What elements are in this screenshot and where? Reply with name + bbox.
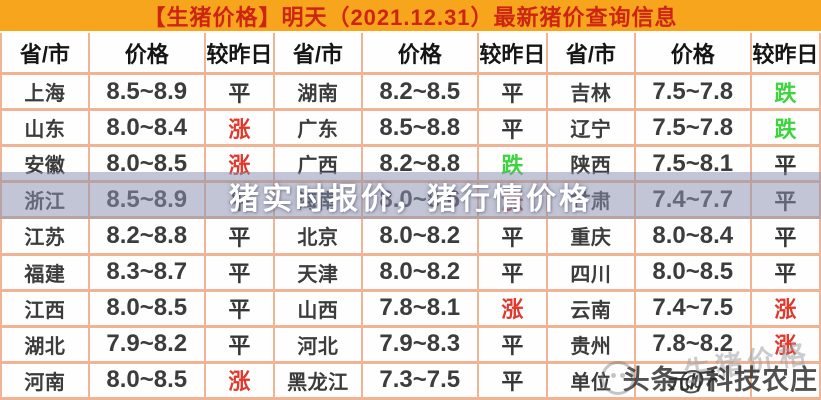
page-title: 【生猪价格】明天（2021.12.31）最新猪价查询信息 [143, 4, 678, 30]
price-cell: 7.9~8.3 [362, 327, 477, 361]
status-cell [751, 363, 819, 397]
region-cell: 陕西 [548, 147, 634, 181]
price-cell: 8.0~8.5 [89, 363, 204, 397]
column-header: 省/市 [275, 33, 361, 72]
price-cell: 7.9~8.2 [89, 327, 204, 361]
region-cell: 贵州 [548, 327, 634, 361]
region-cell: 单位 [548, 363, 634, 397]
column-header: 较昨日 [478, 33, 546, 72]
price-cell: 8.2~8.8 [89, 219, 204, 253]
status-cell: 平 [751, 255, 819, 289]
status-cell: 跌 [751, 75, 819, 109]
region-cell: 四川 [548, 255, 634, 289]
column-header: 较昨日 [205, 33, 273, 72]
price-table: 省/市 价格 较昨日 省/市 价格 较昨日 省/市 价格 较昨日 上海 8.5~8.9 平湖南 8.2~… [0, 31, 821, 400]
price-cell: 7.8~8.2 [635, 327, 750, 361]
region-cell: 天津 [275, 255, 361, 289]
status-cell: 平 [205, 291, 273, 325]
region-cell: 江西 [2, 291, 88, 325]
price-cell: 7.4~7.7 [635, 183, 750, 217]
title-bar: 【生猪价格】明天（2021.12.31）最新猪价查询信息 [0, 0, 821, 31]
status-cell: 平 [205, 183, 273, 217]
column-header: 省/市 [2, 33, 88, 72]
status-cell: 平 [205, 219, 273, 253]
status-cell: 平 [751, 219, 819, 253]
price-cell: 8.5~8.9 [89, 183, 204, 217]
region-cell: 江苏 [2, 219, 88, 253]
region-cell: 重庆 [548, 219, 634, 253]
region-cell: 安徽 [2, 147, 88, 181]
status-cell: 涨 [205, 363, 273, 397]
status-cell: 平 [478, 255, 546, 289]
price-cell: 8.0~8.2 [362, 219, 477, 253]
price-cell: 8.0~8.6 [362, 183, 477, 217]
status-cell: 涨 [751, 291, 819, 325]
status-cell: 平 [478, 111, 546, 145]
region-cell: 北京 [275, 219, 361, 253]
status-cell: 跌 [751, 111, 819, 145]
price-cell: 8.5~8.8 [362, 111, 477, 145]
status-cell: 涨 [751, 327, 819, 361]
price-cell: 8.0~8.5 [89, 291, 204, 325]
price-cell: 7.4~7.5 [635, 291, 750, 325]
price-cell: 7.5~7.8 [635, 111, 750, 145]
price-cell: 8.0~8.5 [89, 147, 204, 181]
region-cell: 山东 [2, 111, 88, 145]
region-cell: 河南 [2, 363, 88, 397]
price-cell: 8.0~8.4 [635, 219, 750, 253]
price-cell: 8.0~8.5 [635, 255, 750, 289]
price-cell: 8.2~8.8 [362, 147, 477, 181]
price-cell: 8.5~8.9 [89, 75, 204, 109]
status-cell: 涨 [205, 111, 273, 145]
status-cell: 跌 [478, 147, 546, 181]
price-cell: 8.3~8.7 [89, 255, 204, 289]
column-header: 价格 [89, 33, 204, 72]
column-header: 价格 [635, 33, 750, 72]
status-cell: 涨 [478, 183, 546, 217]
region-cell: 福建 [2, 255, 88, 289]
status-cell: 平 [205, 255, 273, 289]
status-cell: 平 [478, 75, 546, 109]
region-cell: 吉林 [548, 75, 634, 109]
status-cell: 平 [478, 327, 546, 361]
region-cell: 湖南 [275, 75, 361, 109]
column-header: 较昨日 [751, 33, 819, 72]
region-cell: 浙江 [2, 183, 88, 217]
price-cell: 元/斤 [635, 363, 750, 397]
region-cell: 广东 [275, 111, 361, 145]
region-cell: 广西 [275, 147, 361, 181]
status-cell: 平 [751, 183, 819, 217]
price-cell: 8.2~8.5 [362, 75, 477, 109]
column-header: 省/市 [548, 33, 634, 72]
price-cell: 7.8~8.1 [362, 291, 477, 325]
region-cell: 河北 [275, 327, 361, 361]
region-cell: 山西 [275, 291, 361, 325]
region-cell: 黑龙江 [275, 363, 361, 397]
status-cell: 涨 [478, 291, 546, 325]
status-cell: 平 [205, 75, 273, 109]
status-cell: 涨 [205, 147, 273, 181]
status-cell: 平 [478, 363, 546, 397]
status-cell: 平 [478, 219, 546, 253]
region-cell: 上海 [2, 75, 88, 109]
status-cell: 平 [751, 147, 819, 181]
column-header: 价格 [362, 33, 477, 72]
region-cell: 湖北 [2, 327, 88, 361]
region-cell: 云南 [548, 291, 634, 325]
region-cell: 辽宁 [548, 111, 634, 145]
price-cell: 8.0~8.4 [89, 111, 204, 145]
price-cell: 7.5~7.8 [635, 75, 750, 109]
region-cell: 海南 [275, 183, 361, 217]
price-cell: 8.0~8.2 [362, 255, 477, 289]
price-cell: 7.3~7.5 [362, 363, 477, 397]
status-cell: 平 [205, 327, 273, 361]
region-cell: 甘肃 [548, 183, 634, 217]
price-cell: 7.5~8.1 [635, 147, 750, 181]
